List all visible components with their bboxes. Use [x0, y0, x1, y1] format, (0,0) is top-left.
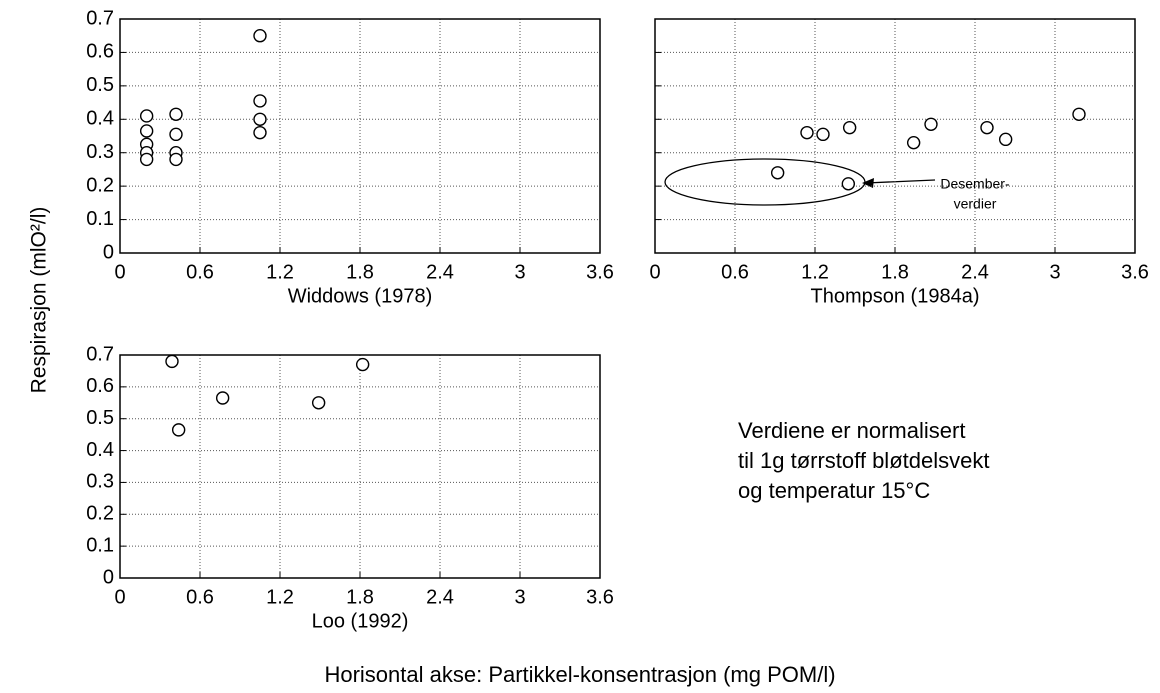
highlight-ellipse	[664, 158, 866, 206]
x-tick-label: 1.8	[881, 261, 909, 283]
x-tick-label: 0	[114, 586, 125, 608]
point	[253, 112, 267, 126]
y-tick-label: 0.4	[86, 439, 114, 461]
point	[816, 127, 830, 142]
point	[253, 94, 267, 108]
point	[355, 357, 370, 372]
point	[1072, 107, 1086, 121]
point	[253, 125, 267, 140]
point	[842, 120, 857, 135]
y-tick-label: 0.6	[86, 41, 114, 63]
note-line: til 1g tørrstoff bløtdelsvekt	[738, 448, 989, 473]
y-tick-label: 0.2	[86, 174, 114, 196]
x-axis-label: Thompson (1984a)	[811, 285, 980, 307]
y-tick-label: 0.1	[86, 534, 114, 556]
x-tick-label: 0	[114, 261, 125, 283]
point	[139, 124, 154, 138]
note-line: og temperatur 15°C	[738, 478, 930, 503]
point	[998, 132, 1013, 147]
point	[311, 396, 326, 410]
point	[980, 120, 994, 135]
point	[841, 177, 856, 191]
x-axis-label: Loo (1992)	[312, 610, 409, 632]
x-tick-label: 1.2	[266, 261, 294, 283]
point	[139, 109, 154, 123]
point	[800, 125, 814, 140]
x-tick-label: 3.6	[586, 261, 614, 283]
plot-frame	[119, 354, 601, 579]
point	[169, 152, 183, 167]
y-tick-label: 0.7	[86, 7, 114, 29]
x-tick-label: 1.8	[346, 586, 374, 608]
x-tick-label: 2.4	[426, 261, 454, 283]
y-tick-label: 0.4	[86, 108, 114, 130]
x-tick-label: 0.6	[721, 261, 749, 283]
point	[924, 117, 938, 132]
x-tick-label: 0.6	[186, 261, 214, 283]
annotation: Desember-	[940, 176, 1010, 192]
y-tick-label: 0.2	[86, 503, 114, 525]
point	[770, 166, 785, 180]
plot-frame	[654, 18, 1136, 254]
y-tick-label: 0.3	[86, 141, 114, 163]
point	[139, 152, 154, 167]
x-tick-label: 1.2	[266, 586, 294, 608]
point	[169, 107, 183, 121]
y-tick-label: 0	[103, 566, 114, 588]
y-tick-label: 0.1	[86, 208, 114, 230]
y-tick-label: 0.5	[86, 407, 114, 429]
y-axis-label: Respirasjon (mlO²/l)	[28, 207, 51, 394]
x-tick-label: 1.2	[801, 261, 829, 283]
annotation-arrow	[865, 179, 936, 184]
note-line: Verdiene er normalisert	[738, 418, 965, 443]
plot-frame	[119, 18, 601, 254]
point	[165, 354, 179, 369]
y-tick-label: 0	[103, 241, 114, 263]
y-tick-label: 0.5	[86, 74, 114, 96]
x-axis-label: Widdows (1978)	[288, 285, 433, 307]
y-tick-label: 0.6	[86, 375, 114, 397]
x-tick-label: 2.4	[426, 586, 454, 608]
footer-caption: Horisontal akse: Partikkel-konsentrasjon…	[324, 662, 835, 687]
point	[906, 135, 921, 150]
y-tick-label: 0.7	[86, 343, 114, 365]
arrow-head	[862, 178, 874, 188]
x-tick-label: 3	[514, 261, 525, 283]
x-tick-label: 3.6	[1121, 261, 1149, 283]
x-tick-label: 3	[1049, 261, 1060, 283]
point	[215, 391, 230, 405]
x-tick-label: 3	[514, 586, 525, 608]
point	[171, 423, 186, 437]
x-tick-label: 1.8	[346, 261, 374, 283]
y-tick-label: 0.3	[86, 471, 114, 493]
annotation: verdier	[954, 196, 997, 212]
point	[253, 29, 267, 43]
x-tick-label: 3.6	[586, 586, 614, 608]
x-tick-label: 0.6	[186, 586, 214, 608]
x-tick-label: 2.4	[961, 261, 989, 283]
point	[169, 127, 183, 142]
x-tick-label: 0	[649, 261, 660, 283]
